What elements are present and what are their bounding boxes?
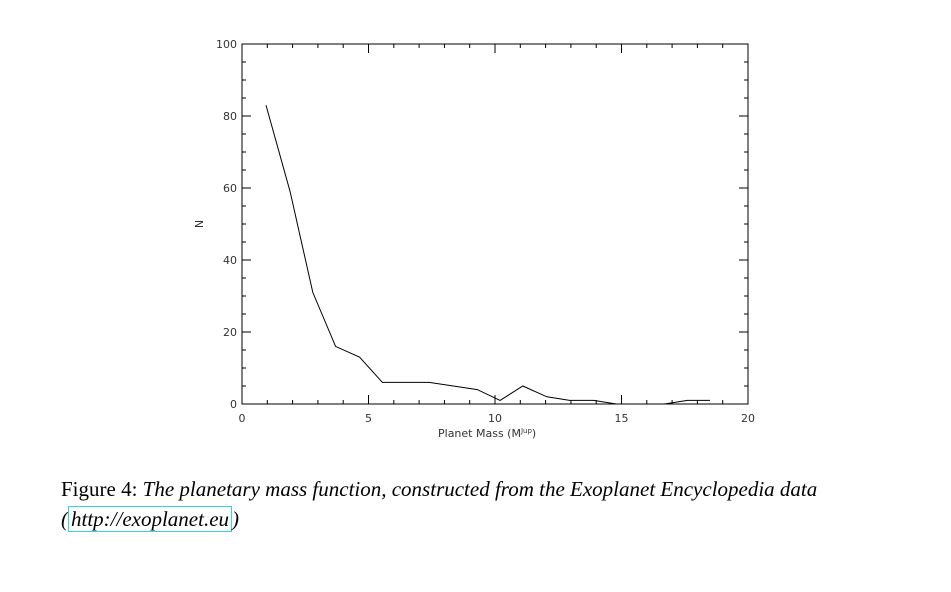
figure-caption: Figure 4: The planetary mass function, c… bbox=[61, 474, 901, 534]
tick-marks bbox=[241, 43, 749, 405]
x-tick-label: 0 bbox=[239, 412, 246, 425]
x-tick-labels: 0 5 10 15 20 bbox=[239, 412, 756, 425]
caption-label: Figure 4: bbox=[61, 477, 138, 501]
x-tick-label: 10 bbox=[488, 412, 502, 425]
x-tick-label: 5 bbox=[365, 412, 372, 425]
y-tick-label: 80 bbox=[223, 110, 237, 123]
x-tick-label: 20 bbox=[741, 412, 755, 425]
y-tick-label: 40 bbox=[223, 254, 237, 267]
caption-text: The planetary mass function, constructed… bbox=[61, 477, 818, 531]
plot-frame bbox=[241, 43, 749, 405]
x-axis-label-sup: Jup bbox=[520, 427, 533, 435]
y-tick-labels: 0 20 40 60 80 100 bbox=[216, 38, 237, 411]
planet-mass-chart: 0 5 10 15 20 0 20 40 60 80 100 Planet Mass (MJup)… bbox=[193, 38, 756, 440]
caption-end: ) bbox=[232, 507, 240, 531]
x-axis-label: Planet Mass (MJup) bbox=[438, 427, 536, 440]
y-tick-label: 20 bbox=[223, 326, 237, 339]
series-line bbox=[265, 105, 710, 405]
y-tick-label: 60 bbox=[223, 182, 237, 195]
x-tick-label: 15 bbox=[615, 412, 629, 425]
y-axis-label: N bbox=[193, 220, 206, 228]
y-tick-label: 100 bbox=[216, 38, 237, 51]
y-tick-label: 0 bbox=[230, 398, 237, 411]
caption-link[interactable]: http://exoplanet.eu bbox=[68, 506, 233, 532]
